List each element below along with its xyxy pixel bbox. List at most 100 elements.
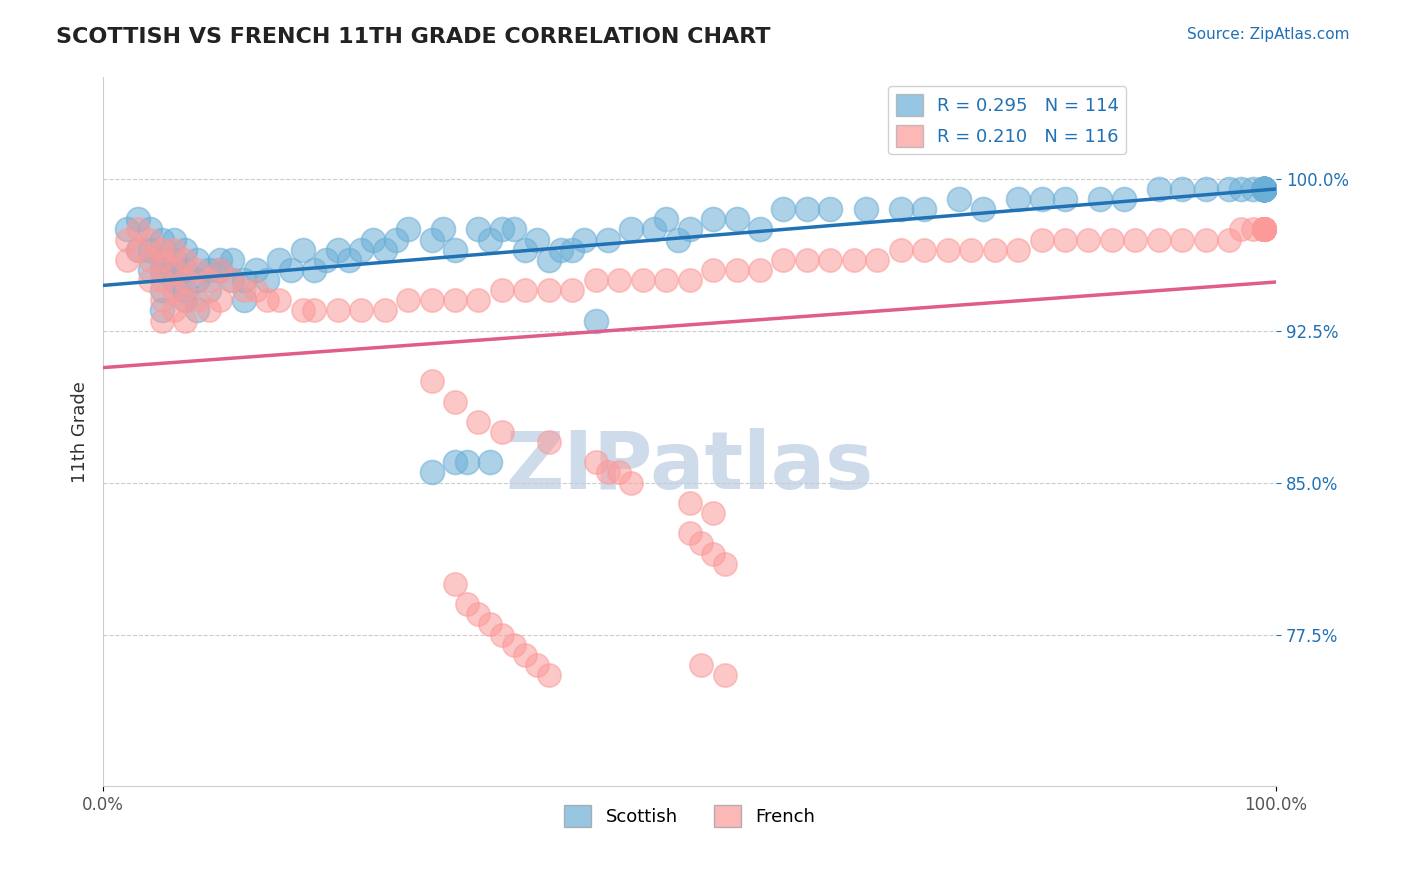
Text: ZIPatlas: ZIPatlas [506, 428, 873, 507]
Point [1253, 182, 1275, 196]
Point [197, 263, 219, 277]
Point [1253, 182, 1275, 196]
Point [162, 233, 184, 247]
Point [1253, 182, 1275, 196]
Point [842, 252, 865, 267]
Point [245, 283, 267, 297]
Point [174, 273, 197, 287]
Point [280, 263, 302, 277]
Point [467, 607, 489, 622]
Point [444, 577, 467, 591]
Point [186, 263, 208, 277]
Point [267, 252, 290, 267]
Point [643, 222, 665, 236]
Point [479, 233, 502, 247]
Point [1053, 192, 1076, 206]
Point [139, 252, 162, 267]
Point [714, 668, 737, 682]
Point [456, 455, 478, 469]
Point [1253, 222, 1275, 236]
Point [150, 263, 173, 277]
Point [491, 283, 513, 297]
Point [139, 263, 162, 277]
Point [948, 192, 970, 206]
Point [267, 293, 290, 308]
Point [1253, 182, 1275, 196]
Point [1253, 222, 1275, 236]
Point [983, 243, 1005, 257]
Point [796, 252, 818, 267]
Point [491, 627, 513, 641]
Point [620, 222, 643, 236]
Point [1007, 192, 1029, 206]
Point [420, 233, 443, 247]
Point [620, 475, 643, 490]
Point [1253, 182, 1275, 196]
Point [162, 283, 184, 297]
Point [150, 313, 173, 327]
Point [1253, 182, 1275, 196]
Point [1253, 222, 1275, 236]
Point [221, 252, 243, 267]
Point [572, 233, 595, 247]
Point [127, 243, 149, 257]
Point [491, 425, 513, 439]
Point [326, 243, 349, 257]
Point [1031, 233, 1053, 247]
Point [690, 657, 713, 672]
Point [666, 233, 689, 247]
Point [1253, 222, 1275, 236]
Point [186, 252, 208, 267]
Point [1241, 222, 1264, 236]
Point [139, 222, 162, 236]
Point [655, 273, 678, 287]
Point [150, 252, 173, 267]
Point [772, 202, 794, 216]
Point [1253, 182, 1275, 196]
Point [150, 252, 173, 267]
Point [796, 202, 818, 216]
Point [115, 233, 138, 247]
Point [150, 303, 173, 318]
Point [537, 668, 560, 682]
Point [150, 283, 173, 297]
Point [396, 293, 419, 308]
Point [232, 283, 254, 297]
Point [209, 252, 232, 267]
Point [585, 313, 607, 327]
Point [1253, 222, 1275, 236]
Point [972, 202, 994, 216]
Point [209, 293, 232, 308]
Legend: Scottish, French: Scottish, French [557, 797, 823, 834]
Point [502, 638, 524, 652]
Point [596, 466, 619, 480]
Point [725, 263, 748, 277]
Point [607, 466, 630, 480]
Point [1195, 182, 1218, 196]
Point [631, 273, 654, 287]
Point [291, 303, 314, 318]
Point [1230, 182, 1253, 196]
Point [1253, 222, 1275, 236]
Point [749, 222, 772, 236]
Point [537, 283, 560, 297]
Point [550, 243, 572, 257]
Point [1253, 222, 1275, 236]
Point [1147, 182, 1170, 196]
Point [1253, 182, 1275, 196]
Point [855, 202, 877, 216]
Point [291, 243, 314, 257]
Point [115, 222, 138, 236]
Text: SCOTTISH VS FRENCH 11TH GRADE CORRELATION CHART: SCOTTISH VS FRENCH 11TH GRADE CORRELATIO… [56, 27, 770, 46]
Point [1253, 182, 1275, 196]
Point [186, 293, 208, 308]
Point [174, 293, 197, 308]
Point [150, 273, 173, 287]
Point [197, 273, 219, 287]
Point [1253, 182, 1275, 196]
Point [186, 303, 208, 318]
Point [1253, 182, 1275, 196]
Point [232, 273, 254, 287]
Point [115, 252, 138, 267]
Point [1007, 243, 1029, 257]
